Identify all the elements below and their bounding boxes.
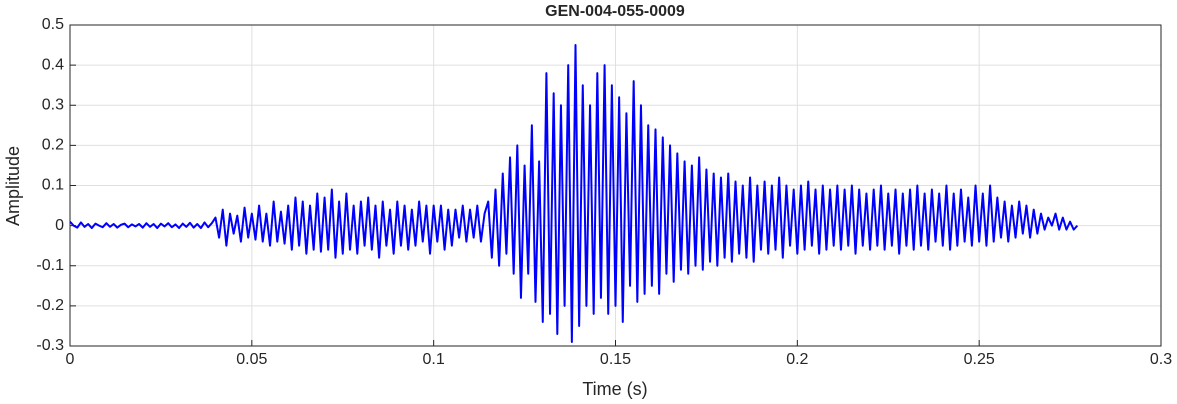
y-tick-label: 0.5 [42, 16, 64, 33]
x-tick-label: 0.3 [1150, 351, 1172, 368]
y-tick-label: 0.1 [42, 177, 64, 194]
y-tick-label: 0 [55, 217, 64, 234]
y-tick-label: -0.3 [36, 337, 64, 354]
waveform-line [69, 44, 1079, 343]
y-tick-label: 0.3 [42, 96, 64, 113]
plot-frame [69, 24, 1162, 347]
x-tick-label: 0.2 [786, 351, 808, 368]
x-axis-label: Time (s) [582, 379, 647, 399]
y-axis-label: Amplitude [3, 146, 23, 226]
x-tick-label: 0.25 [964, 351, 995, 368]
y-tick-label: -0.2 [36, 297, 64, 314]
chart-title: GEN-004-055-0009 [545, 3, 685, 20]
y-tick-label: 0.2 [42, 137, 64, 154]
x-tick-label: 0.1 [423, 351, 445, 368]
x-tick-label: 0.05 [236, 351, 267, 368]
x-tick-label: 0 [66, 351, 75, 368]
y-tick-label: -0.1 [36, 257, 64, 274]
x-tick-label: 0.15 [600, 351, 631, 368]
y-tick-label: 0.4 [42, 56, 64, 73]
